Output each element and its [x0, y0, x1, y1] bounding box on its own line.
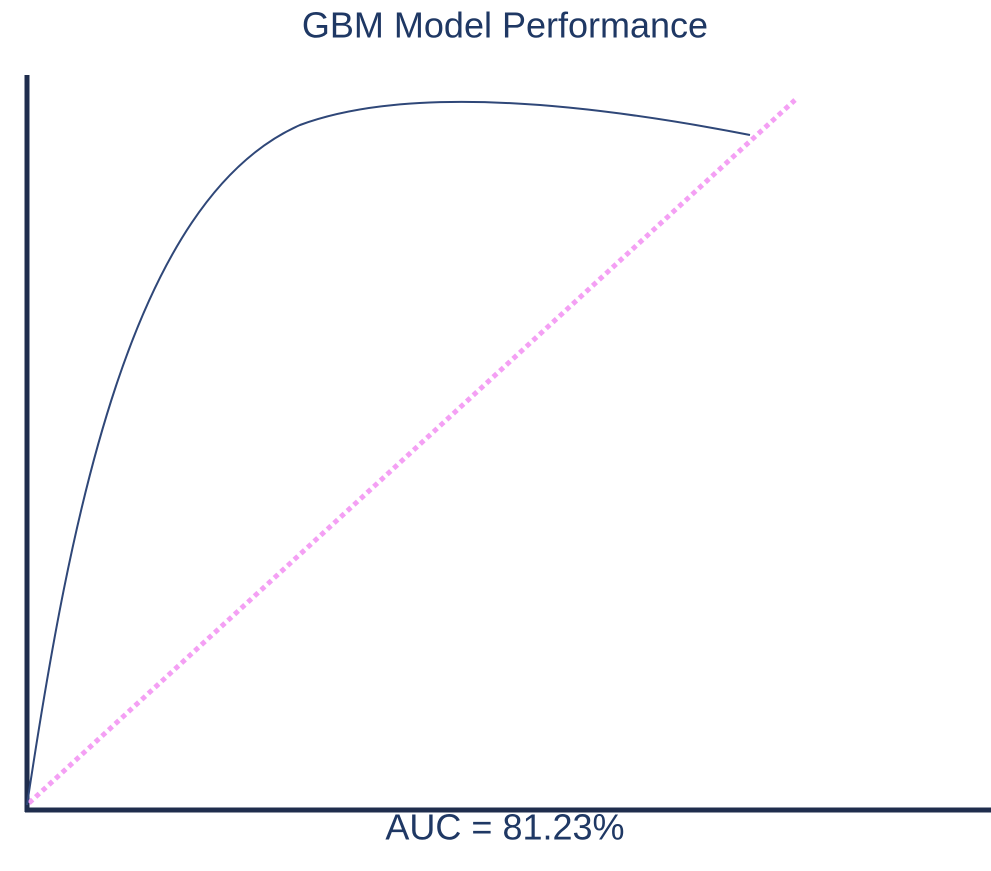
- auc-label: AUC = 81.23%: [385, 807, 624, 848]
- roc-curve: [26, 100, 751, 806]
- random-baseline: [27, 98, 797, 805]
- title: GBM Model Performance: [302, 5, 708, 46]
